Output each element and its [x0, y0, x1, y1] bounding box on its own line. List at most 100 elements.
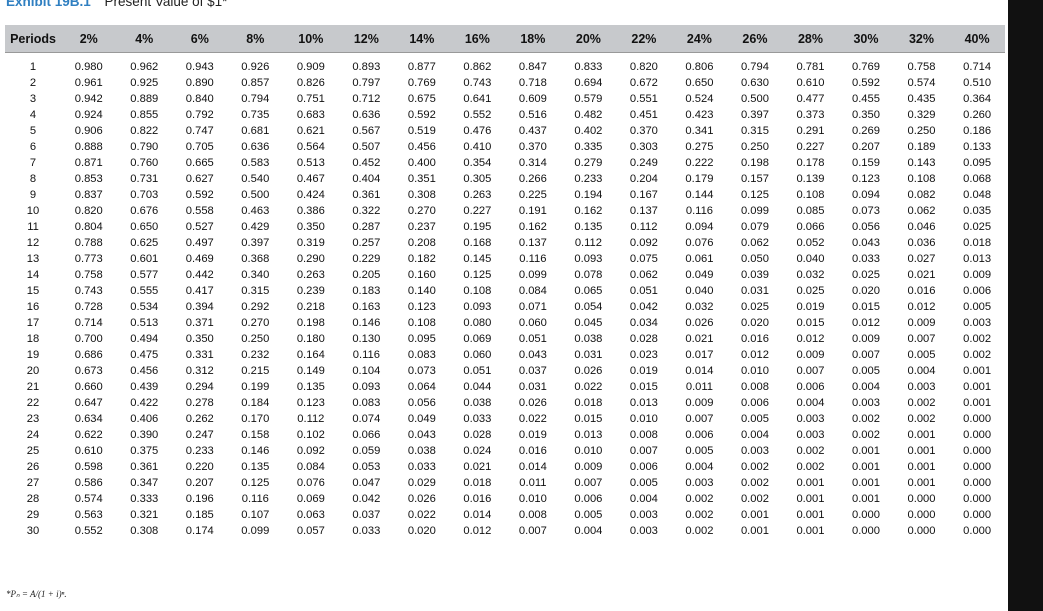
value-cell: 0.015	[574, 413, 603, 425]
value-cell: 0.806	[685, 61, 714, 73]
value-cell: 0.555	[130, 285, 159, 297]
value-cell: 0.400	[407, 157, 436, 169]
value-cell: 0.078	[574, 269, 603, 281]
value-cell: 0.364	[963, 93, 992, 105]
value-cell: 0.540	[241, 173, 270, 185]
period-cell: 4	[29, 109, 37, 121]
value-cell: 0.287	[352, 221, 381, 233]
value-cell: 0.168	[463, 237, 492, 249]
value-cell: 0.683	[296, 109, 325, 121]
value-cell: 0.196	[185, 493, 214, 505]
value-cell: 0.610	[74, 445, 103, 457]
value-cell: 0.004	[740, 429, 769, 441]
value-cell: 0.437	[518, 125, 547, 137]
value-cell: 0.010	[574, 445, 603, 457]
value-cell: 0.022	[518, 413, 547, 425]
value-cell: 0.743	[463, 77, 492, 89]
value-cell: 0.758	[74, 269, 103, 281]
value-cell: 0.370	[518, 141, 547, 153]
value-cell: 0.094	[851, 189, 880, 201]
value-cell: 0.943	[185, 61, 214, 73]
value-cell: 0.000	[963, 477, 992, 489]
value-cell: 0.012	[796, 333, 825, 345]
value-cell: 0.135	[241, 461, 270, 473]
value-cell: 0.002	[796, 445, 825, 457]
value-cell: 0.013	[574, 429, 603, 441]
value-cell: 0.347	[130, 477, 159, 489]
value-cell: 0.676	[130, 205, 159, 217]
period-cell: 25	[26, 445, 40, 457]
value-cell: 0.641	[463, 93, 492, 105]
value-cell: 0.093	[574, 253, 603, 265]
period-cell: 18	[26, 333, 40, 345]
value-cell: 0.033	[851, 253, 880, 265]
value-cell: 0.731	[130, 173, 159, 185]
value-cell: 0.001	[796, 477, 825, 489]
value-cell: 0.164	[296, 349, 325, 361]
value-cell: 0.183	[352, 285, 381, 297]
table-row: 22 0.647 0.422 0.278 0.184 0.123 0.083 0.056 0.0…	[5, 395, 1005, 411]
value-cell: 0.003	[963, 317, 992, 329]
value-cell: 0.890	[185, 77, 214, 89]
value-cell: 0.000	[963, 493, 992, 505]
value-cell: 0.052	[796, 237, 825, 249]
value-cell: 0.477	[796, 93, 825, 105]
value-cell: 0.435	[907, 93, 936, 105]
value-cell: 0.804	[74, 221, 103, 233]
value-cell: 0.397	[740, 109, 769, 121]
value-cell: 0.700	[74, 333, 103, 345]
value-cell: 0.788	[74, 237, 103, 249]
value-cell: 0.205	[352, 269, 381, 281]
value-cell: 0.028	[629, 333, 658, 345]
column-header-rate: 30%	[838, 25, 894, 53]
value-cell: 0.167	[629, 189, 658, 201]
value-cell: 0.003	[629, 525, 658, 537]
value-cell: 0.712	[352, 93, 381, 105]
value-cell: 0.482	[574, 109, 603, 121]
value-cell: 0.083	[352, 397, 381, 409]
value-cell: 0.924	[74, 109, 103, 121]
value-cell: 0.002	[851, 413, 880, 425]
value-cell: 0.609	[518, 93, 547, 105]
value-cell: 0.031	[574, 349, 603, 361]
value-cell: 0.036	[907, 237, 936, 249]
value-cell: 0.583	[241, 157, 270, 169]
value-cell: 0.184	[241, 397, 270, 409]
value-cell: 0.769	[407, 77, 436, 89]
value-cell: 0.278	[185, 397, 214, 409]
value-cell: 0.857	[241, 77, 270, 89]
value-cell: 0.123	[407, 301, 436, 313]
value-cell: 0.009	[907, 317, 936, 329]
value-cell: 0.215	[241, 365, 270, 377]
column-header-rate: 24%	[671, 25, 728, 53]
period-cell: 27	[26, 477, 40, 489]
value-cell: 0.107	[241, 509, 270, 521]
value-cell: 0.650	[685, 77, 714, 89]
value-cell: 0.005	[963, 301, 992, 313]
value-cell: 0.847	[518, 61, 547, 73]
value-cell: 0.003	[907, 381, 936, 393]
value-cell: 0.558	[185, 205, 214, 217]
value-cell: 0.003	[685, 477, 714, 489]
value-cell: 0.018	[463, 477, 492, 489]
value-cell: 0.510	[963, 77, 992, 89]
value-cell: 0.095	[407, 333, 436, 345]
value-cell: 0.066	[352, 429, 381, 441]
table-row: 3 0.942 0.889 0.840 0.794 0.751 0.712 0.675 0.64…	[5, 91, 1005, 107]
value-cell: 0.361	[352, 189, 381, 201]
value-cell: 0.049	[407, 413, 436, 425]
value-cell: 0.840	[185, 93, 214, 105]
value-cell: 0.820	[74, 205, 103, 217]
value-cell: 0.329	[907, 109, 936, 121]
value-cell: 0.033	[463, 413, 492, 425]
value-cell: 0.373	[796, 109, 825, 121]
table-row: 28 0.574 0.333 0.196 0.116 0.069 0.042 0.026 0.0…	[5, 491, 1005, 507]
value-cell: 0.102	[296, 429, 325, 441]
value-cell: 0.314	[518, 157, 547, 169]
value-cell: 0.524	[685, 93, 714, 105]
value-cell: 0.009	[851, 333, 880, 345]
value-cell: 0.160	[407, 269, 436, 281]
value-cell: 0.207	[851, 141, 880, 153]
value-cell: 0.000	[907, 493, 936, 505]
value-cell: 0.048	[963, 189, 992, 201]
